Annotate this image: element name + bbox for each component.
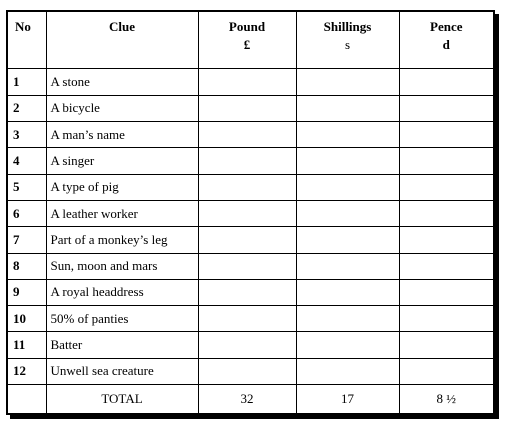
- row-number: 7: [8, 226, 47, 254]
- header-row: No Clue Pound £ Shillings s Pence d: [8, 12, 493, 70]
- row-number: 11: [8, 331, 47, 359]
- pence-cell[interactable]: [398, 226, 493, 254]
- shillings-cell[interactable]: [295, 305, 400, 333]
- pence-cell[interactable]: [398, 252, 493, 280]
- total-pence: 8 ½: [398, 384, 493, 413]
- clue-text: A bicycle: [45, 94, 199, 122]
- pence-cell[interactable]: [398, 120, 493, 149]
- pound-cell[interactable]: [197, 357, 297, 386]
- pence-cell[interactable]: [398, 68, 493, 96]
- row-number: 10: [8, 305, 47, 333]
- pound-cell[interactable]: [197, 278, 297, 307]
- clue-text: Unwell sea creature: [45, 357, 199, 386]
- clue-text: 50% of panties: [45, 305, 199, 333]
- pound-cell[interactable]: [197, 199, 297, 228]
- table-row: 7 Part of a monkey’s leg: [8, 226, 493, 254]
- total-blank-cell: [8, 384, 47, 413]
- shillings-cell[interactable]: [295, 226, 400, 254]
- pound-cell[interactable]: [197, 173, 297, 201]
- header-pence-unit: d: [442, 37, 450, 52]
- shillings-cell[interactable]: [295, 173, 400, 201]
- shillings-cell[interactable]: [295, 199, 400, 228]
- row-number: 6: [8, 199, 47, 228]
- pound-cell[interactable]: [197, 147, 297, 175]
- row-number: 1: [8, 68, 47, 96]
- pound-cell[interactable]: [197, 331, 297, 359]
- row-number: 8: [8, 252, 47, 280]
- pound-cell[interactable]: [197, 305, 297, 333]
- row-number: 12: [8, 357, 47, 386]
- pence-cell[interactable]: [398, 357, 493, 386]
- shillings-cell[interactable]: [295, 252, 400, 280]
- total-label: TOTAL: [45, 384, 199, 413]
- pence-cell[interactable]: [398, 278, 493, 307]
- shillings-cell[interactable]: [295, 147, 400, 175]
- row-number: 2: [8, 94, 47, 122]
- table-row: 8 Sun, moon and mars: [8, 252, 493, 280]
- clue-text: A leather worker: [45, 199, 199, 228]
- clue-text: Sun, moon and mars: [45, 252, 199, 280]
- header-no: No: [8, 12, 47, 70]
- pence-cell[interactable]: [398, 147, 493, 175]
- header-pound-label: Pound: [228, 19, 266, 34]
- pence-cell[interactable]: [398, 305, 493, 333]
- shillings-cell[interactable]: [295, 94, 400, 122]
- header-shillings-label: Shillings: [323, 19, 372, 34]
- header-pound: Pound £: [197, 12, 297, 70]
- shillings-cell[interactable]: [295, 357, 400, 386]
- pence-cell[interactable]: [398, 331, 493, 359]
- shillings-cell[interactable]: [295, 278, 400, 307]
- row-number: 3: [8, 120, 47, 149]
- table-row: 12 Unwell sea creature: [8, 357, 493, 386]
- clue-text: A type of pig: [45, 173, 199, 201]
- pence-cell[interactable]: [398, 94, 493, 122]
- header-clue: Clue: [45, 12, 199, 70]
- header-pence-label: Pence: [430, 19, 463, 34]
- total-shillings: 17: [295, 384, 400, 413]
- pence-cell[interactable]: [398, 173, 493, 201]
- header-shillings-unit: s: [344, 37, 351, 52]
- row-number: 9: [8, 278, 47, 307]
- table-row: 10 50% of panties: [8, 305, 493, 333]
- pence-cell[interactable]: [398, 199, 493, 228]
- clue-text: A man’s name: [45, 120, 199, 149]
- clue-text: A stone: [45, 68, 199, 96]
- row-number: 4: [8, 147, 47, 175]
- shillings-cell[interactable]: [295, 331, 400, 359]
- header-shillings: Shillings s: [295, 12, 400, 70]
- table-row: 11 Batter: [8, 331, 493, 359]
- pound-cell[interactable]: [197, 252, 297, 280]
- total-pound: 32: [197, 384, 297, 413]
- row-number: 5: [8, 173, 47, 201]
- pound-cell[interactable]: [197, 68, 297, 96]
- pound-cell[interactable]: [197, 94, 297, 122]
- clue-text: A singer: [45, 147, 199, 175]
- header-pound-unit: £: [243, 37, 251, 52]
- pound-cell[interactable]: [197, 226, 297, 254]
- total-row: TOTAL 32 17 8 ½: [8, 384, 493, 413]
- pound-cell[interactable]: [197, 120, 297, 149]
- clue-text: A royal headdress: [45, 278, 199, 307]
- header-pence: Pence d: [398, 12, 493, 70]
- clue-text: Part of a monkey’s leg: [45, 226, 199, 254]
- shillings-cell[interactable]: [295, 120, 400, 149]
- clue-text: Batter: [45, 331, 199, 359]
- shillings-cell[interactable]: [295, 68, 400, 96]
